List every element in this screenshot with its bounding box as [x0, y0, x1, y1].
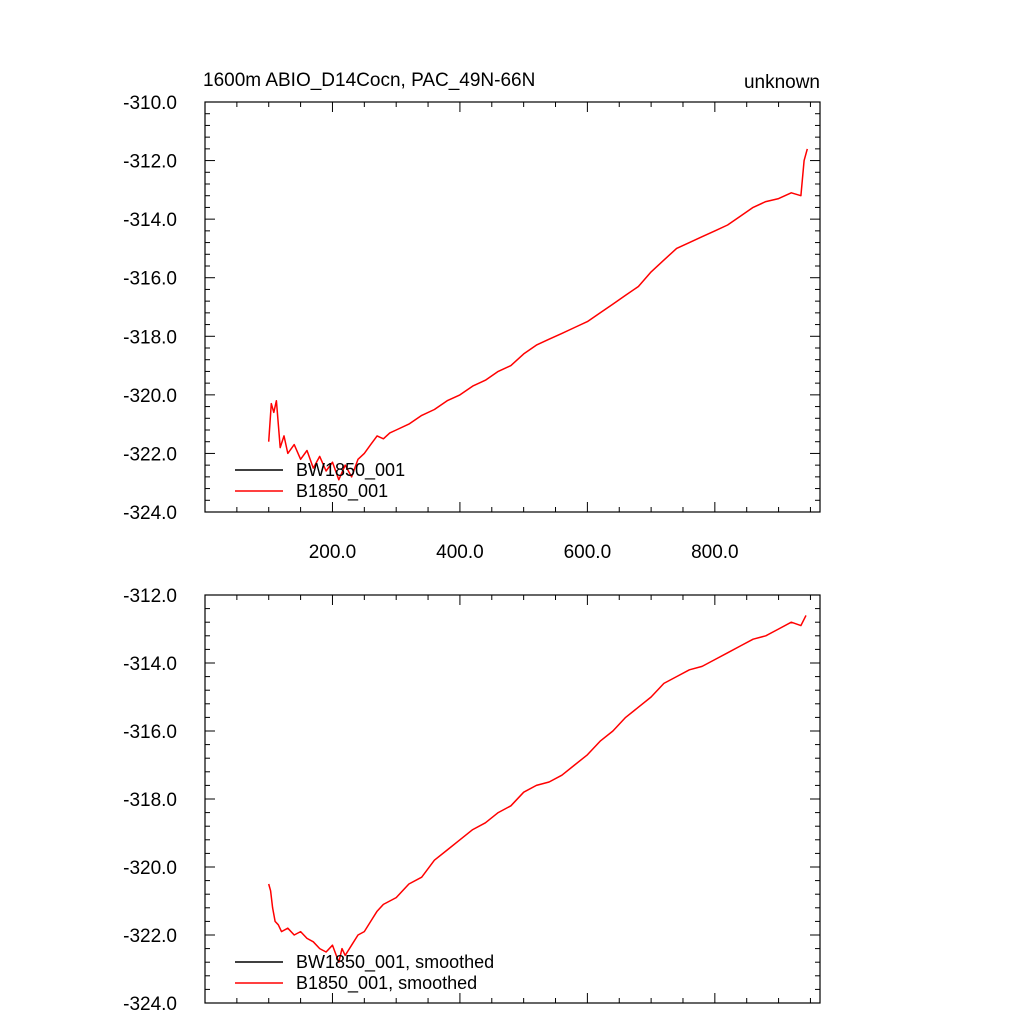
- top-ticks: [205, 101, 820, 513]
- top-x-tick-label-400: 400.0: [436, 542, 484, 563]
- top-y-tick-label-310: -310.0: [123, 93, 177, 114]
- top-panel: 1600m ABIO_D14Cocn, PAC_49N-66N unknown …: [123, 70, 821, 563]
- bottom-legend: BW1850_001, smoothed B1850_001, smoothed: [235, 952, 494, 994]
- bottom-y-tick-label-312: -312.0: [123, 586, 177, 607]
- top-x-tick-label-800: 800.0: [691, 542, 739, 563]
- top-y-tick-label-322: -322.0: [123, 444, 177, 465]
- top-legend-label-b1850: B1850_001: [296, 481, 388, 502]
- bottom-series-group: [267, 615, 807, 963]
- bottom-plot-frame: [204, 594, 821, 1004]
- bottom-legend-label-bw1850: BW1850_001, smoothed: [296, 952, 494, 973]
- top-x-tick-label-600: 600.0: [564, 542, 612, 563]
- bottom-y-tick-label-314: -314.0: [123, 654, 177, 675]
- top-legend: BW1850_001 B1850_001: [235, 460, 405, 502]
- top-y-tick-label-320: -320.0: [123, 386, 177, 407]
- bottom-y-tick-label-324: -324.0: [123, 994, 177, 1015]
- bottom-panel: -312.0 -314.0 -316.0 -318.0 -320.0 -322.…: [123, 586, 821, 1015]
- bottom-series-line-b1850-001-smoothed: [267, 615, 807, 963]
- top-plot-frame: [204, 101, 821, 513]
- bottom-ticks: [205, 594, 820, 1004]
- top-x-tick-labels: 200.0 400.0 600.0 800.0: [309, 542, 739, 563]
- top-title-left: 1600m ABIO_D14Cocn, PAC_49N-66N: [203, 70, 535, 91]
- bottom-y-tick-label-322: -322.0: [123, 926, 177, 947]
- top-y-tick-labels: -310.0 -312.0 -314.0 -316.0 -318.0 -320.…: [123, 93, 177, 524]
- top-title-right: unknown: [744, 72, 820, 93]
- top-legend-label-bw1850: BW1850_001: [296, 460, 405, 481]
- top-y-tick-label-324: -324.0: [123, 503, 177, 524]
- bottom-legend-label-b1850: B1850_001, smoothed: [296, 973, 477, 994]
- top-series-line-b1850-001: [267, 148, 809, 481]
- top-y-tick-label-312: -312.0: [123, 152, 177, 173]
- top-y-tick-label-318: -318.0: [123, 327, 177, 348]
- bottom-y-tick-labels: -312.0 -314.0 -316.0 -318.0 -320.0 -322.…: [123, 586, 177, 1015]
- bottom-y-tick-label-320: -320.0: [123, 858, 177, 879]
- bottom-y-tick-label-316: -316.0: [123, 722, 177, 743]
- top-series-group: [267, 148, 809, 481]
- top-y-tick-label-316: -316.0: [123, 269, 177, 290]
- top-x-tick-label-200: 200.0: [309, 542, 357, 563]
- bottom-y-tick-label-318: -318.0: [123, 790, 177, 811]
- top-y-tick-label-314: -314.0: [123, 210, 177, 231]
